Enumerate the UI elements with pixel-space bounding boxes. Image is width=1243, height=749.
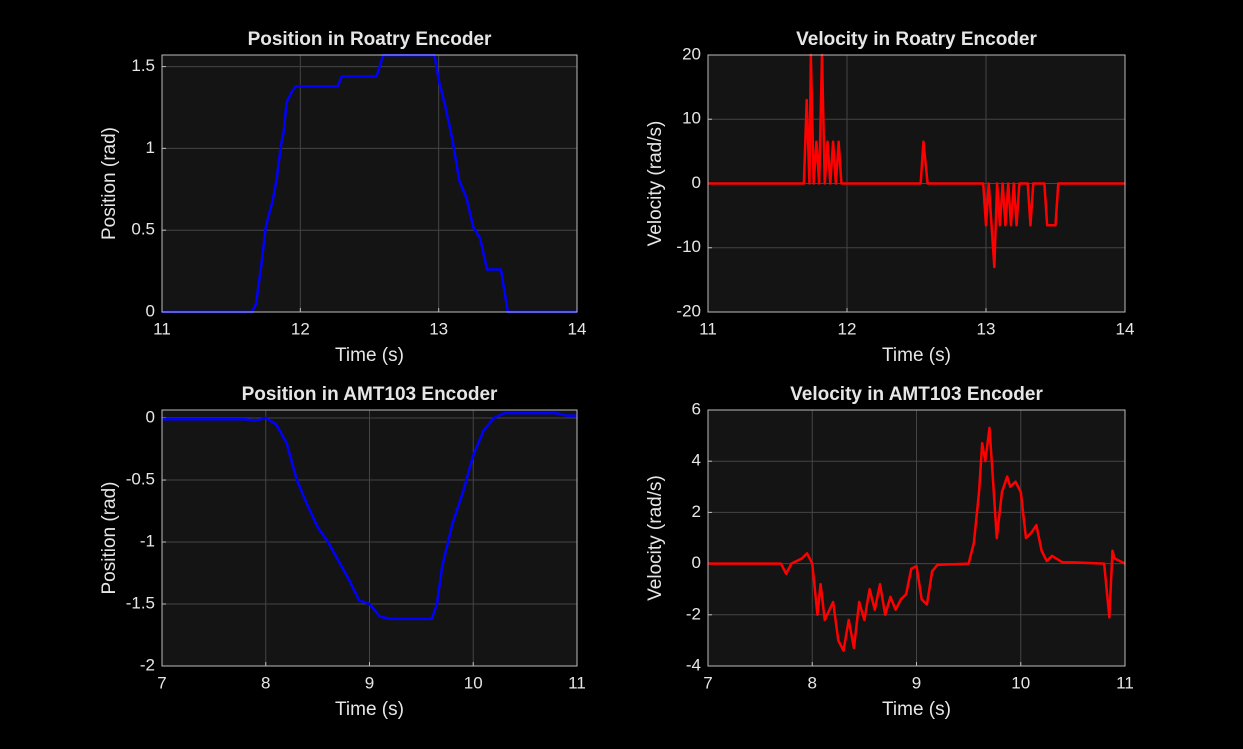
x-tick-label: 10: [1011, 673, 1030, 692]
axes-box: [707, 409, 1126, 667]
y-tick-label: 10: [682, 109, 701, 128]
data-line: [162, 53, 577, 314]
y-tick-label: 0: [692, 173, 701, 192]
x-tick-label: 12: [838, 319, 857, 338]
x-axis-label: Time (s): [335, 345, 404, 366]
axes-box: [161, 409, 578, 667]
y-tick-label: -4: [686, 655, 701, 674]
y-tick-label: 2: [692, 502, 701, 521]
x-tick-label: 7: [157, 673, 166, 692]
y-tick-label: 4: [692, 451, 701, 470]
chart-title: Velocity in Roatry Encoder: [796, 29, 1037, 50]
y-tick-label: -10: [676, 237, 701, 256]
x-tick-label: 14: [568, 319, 587, 338]
chart-title: Velocity in AMT103 Encoder: [790, 384, 1043, 405]
y-tick-label: 0.5: [131, 220, 155, 239]
x-tick-label: 11: [699, 319, 717, 338]
x-tick-label: 8: [261, 673, 270, 692]
x-tick-label: 12: [291, 319, 310, 338]
x-tick-label: 11: [1116, 673, 1134, 692]
x-axis-label: Time (s): [335, 699, 404, 720]
x-tick-label: 11: [568, 673, 586, 692]
y-tick-label: 0: [146, 301, 155, 320]
data-line: [708, 426, 1126, 652]
x-tick-label: 10: [464, 673, 483, 692]
y-tick-label: -20: [676, 301, 701, 320]
y-axis-label: Velocity (rad/s): [645, 475, 666, 601]
axes-box: [161, 54, 578, 313]
y-tick-label: 1.5: [131, 56, 155, 75]
x-tick-label: 13: [429, 319, 448, 338]
x-tick-label: 8: [808, 673, 817, 692]
data-line: [162, 411, 577, 621]
y-tick-label: 1: [146, 138, 155, 157]
y-tick-label: -1: [140, 532, 155, 551]
chart-title: Position in Roatry Encoder: [248, 29, 492, 50]
y-tick-label: 0: [146, 408, 155, 427]
y-tick-label: -2: [686, 604, 701, 623]
y-tick-label: -1.5: [126, 593, 155, 612]
axes-box: [707, 54, 1126, 313]
x-tick-label: 14: [1116, 319, 1135, 338]
y-tick-label: -0.5: [126, 470, 155, 489]
y-axis-label: Position (rad): [99, 482, 120, 595]
y-axis-label: Velocity (rad/s): [645, 121, 666, 247]
x-axis-label: Time (s): [882, 345, 951, 366]
y-axis-label: Position (rad): [99, 127, 120, 240]
x-axis-label: Time (s): [882, 699, 951, 720]
x-tick-label: 9: [365, 673, 374, 692]
y-tick-label: 0: [692, 553, 701, 572]
y-tick-label: -2: [140, 655, 155, 674]
x-tick-label: 11: [153, 319, 171, 338]
chart-title: Position in AMT103 Encoder: [242, 384, 498, 405]
x-tick-label: 7: [703, 673, 712, 692]
x-tick-label: 9: [912, 673, 921, 692]
x-tick-label: 13: [977, 319, 996, 338]
y-tick-label: 20: [682, 44, 701, 63]
plot-area: [162, 55, 577, 312]
y-tick-label: 6: [692, 399, 701, 418]
data-line: [708, 53, 1125, 269]
